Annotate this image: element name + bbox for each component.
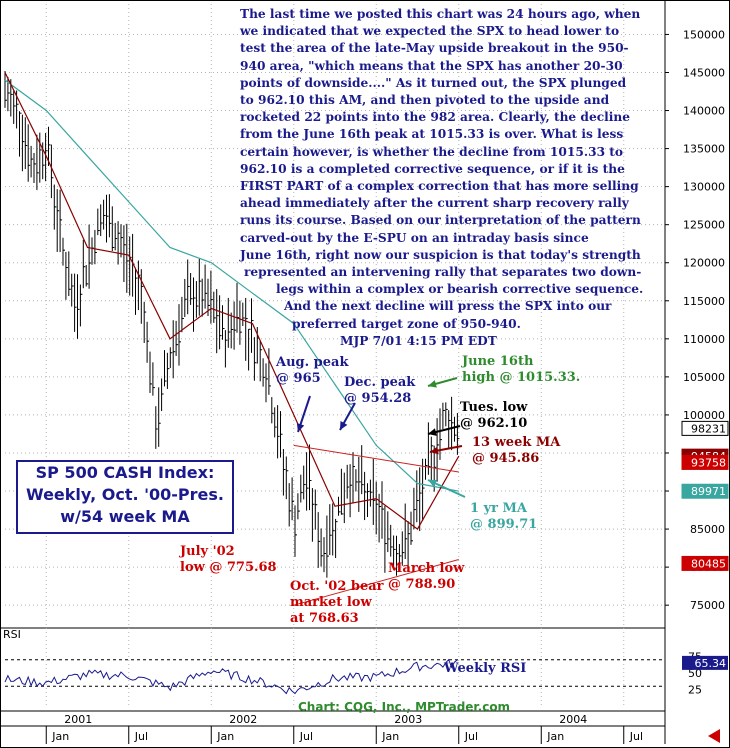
price-tag-bg	[681, 555, 729, 571]
commentary-line: test the area of the late-May upside bre…	[240, 41, 629, 56]
commentary-line: to 962.10 this AM, and then pivoted to t…	[240, 93, 610, 108]
rsi-label: RSI	[3, 628, 21, 641]
chart-credit: Chart: CQG, Inc., MPTrader.com	[298, 700, 510, 714]
annotation-aug-peak: Aug. peak	[275, 355, 349, 370]
commentary-text: The last time we posted this chart was 2…	[240, 6, 670, 350]
x-year-label: 2003	[394, 713, 422, 726]
commentary-line: preferred target zone of 950-940.	[292, 316, 521, 331]
annotation-dec-peak: @ 954.28	[344, 391, 411, 406]
y-tick-label: 140000	[683, 105, 725, 118]
annotation-march-low: March low	[388, 561, 465, 576]
y-tick-label: 100000	[683, 409, 725, 422]
y-tick-label: 105000	[683, 371, 725, 384]
commentary-line: from the June 16th peak at 1015.33 is ov…	[240, 127, 624, 142]
chart-title-line: SP 500 CASH Index:	[35, 463, 215, 482]
annotation-tues-low: Tues. low	[460, 400, 528, 415]
annotation-1yr-ma: @ 899.71	[470, 517, 537, 532]
commentary-line: ahead immediately after the current shar…	[240, 196, 629, 211]
x-month-label: Jan	[51, 730, 69, 743]
x-year-label: 2002	[229, 713, 257, 726]
y-tick-label: 125000	[683, 219, 725, 232]
arrow-left-icon	[708, 729, 720, 743]
x-month-label: Jul	[299, 730, 313, 743]
x-year-label: 2001	[64, 713, 92, 726]
index-title-box: SP 500 CASH Index: Weekly, Oct. '00-Pres…	[16, 460, 234, 534]
annotation-tues-low: @ 962.10	[460, 416, 527, 431]
commentary-line: The last time we posted this chart was 2…	[240, 7, 641, 21]
tues-low-arrow-head	[428, 428, 437, 436]
chart-title-line: Weekly, Oct. '00-Pres.	[26, 485, 224, 504]
rsi-current-tag-label: 65.34	[695, 657, 727, 670]
commentary-line: And the next decline will press the SPX …	[284, 299, 612, 314]
rsi-line	[4, 658, 458, 695]
price-tag-label: 80485	[691, 557, 726, 570]
y-tick-label: 135000	[683, 143, 725, 156]
annotation-oct-low: at 768.63	[290, 611, 359, 626]
ma13-arrow-head	[430, 446, 439, 455]
ma-54-week-line	[4, 79, 459, 492]
june-high-arrow-head	[428, 380, 437, 388]
annotation-june-high: high @ 1015.33.	[462, 370, 580, 385]
annotation-march-low: @ 788.90	[388, 577, 455, 592]
annotation-dec-peak: Dec. peak	[344, 375, 416, 390]
price-tag-label: 93758	[691, 456, 726, 469]
y-tick-label: 75000	[690, 599, 725, 612]
rsi-tick-label: 50	[688, 667, 702, 680]
annotation-13-week-ma: @ 945.86	[472, 451, 539, 466]
rsi-tick-label: 25	[688, 684, 702, 697]
ma-13-week-line	[4, 72, 460, 530]
x-month-label: Jul	[464, 730, 478, 743]
x-year-label: 2004	[559, 713, 587, 726]
annotation-july-low: July '02	[179, 544, 235, 559]
rsi-current-tag-bg	[682, 655, 728, 670]
commentary-line: June 16th, right now our suspicion is th…	[240, 247, 641, 262]
commentary-line: 962.10 is a completed corrective sequenc…	[240, 161, 625, 176]
dec-peak-arrow-head	[340, 421, 348, 430]
annotation-july-low: low @ 775.68	[180, 560, 277, 575]
aug-peak-arrow-head	[296, 423, 305, 432]
commentary-line: certain however, is whether the decline …	[240, 144, 624, 159]
chart-title-line: w/54 week MA	[60, 507, 190, 526]
y-tick-label: 145000	[683, 66, 725, 79]
annotation-june-high: June 16th	[461, 354, 534, 369]
commentary-line: we indicated that we expected the SPX to…	[240, 24, 620, 39]
commentary-line: FIRST PART of a complex correction that …	[240, 179, 639, 194]
annotation-aug-peak: @ 965	[276, 371, 321, 386]
y-tick-label: 120000	[683, 257, 725, 270]
rsi-series-label: Weekly RSI	[443, 661, 526, 676]
commentary-line: carved-out by the E-SPU on an intraday b…	[240, 230, 589, 245]
commentary-line: 940 area, "which means that the SPX has …	[240, 58, 623, 73]
y-tick-label: 150000	[683, 28, 725, 41]
commentary-line: runs its course. Based on our interpreta…	[240, 213, 641, 228]
ma1yr-arrow-head	[428, 479, 437, 487]
x-month-label: Jan	[381, 730, 399, 743]
y-tick-label: 115000	[683, 295, 725, 308]
y-tick-label: 130000	[683, 181, 725, 194]
annotation-oct-low: market low	[290, 595, 372, 610]
annotation-oct-low: Oct. '02 bear	[290, 579, 384, 594]
x-month-label: Jul	[629, 730, 643, 743]
trendline-lower	[293, 559, 459, 606]
price-tag-bg	[681, 483, 729, 499]
price-tag-bg	[681, 454, 729, 470]
commentary-line: represented an intervening rally that se…	[244, 265, 642, 280]
price-tag-label: 89971	[691, 485, 726, 498]
price-tag-label: 98231	[691, 422, 726, 435]
annotation-1yr-ma: 1 yr MA	[470, 501, 528, 516]
y-tick-label: 110000	[683, 333, 725, 346]
commentary-timestamp: MJP 7/01 4:15 PM EDT	[340, 333, 497, 348]
x-month-label: Jan	[546, 730, 564, 743]
commentary-line: legs within a complex or bearish correct…	[276, 282, 644, 297]
x-month-label: Jan	[216, 730, 234, 743]
y-tick-label: 85000	[690, 523, 725, 536]
commentary-line: rocketed 22 points into the 982 area. Cl…	[240, 110, 631, 125]
price-tag-bg	[681, 420, 729, 436]
x-month-label: Jul	[134, 730, 148, 743]
annotation-13-week-ma: 13 week MA	[472, 435, 561, 450]
trendline-upper	[293, 444, 459, 473]
commentary-line: points of downside...." As it turned out…	[240, 75, 627, 90]
